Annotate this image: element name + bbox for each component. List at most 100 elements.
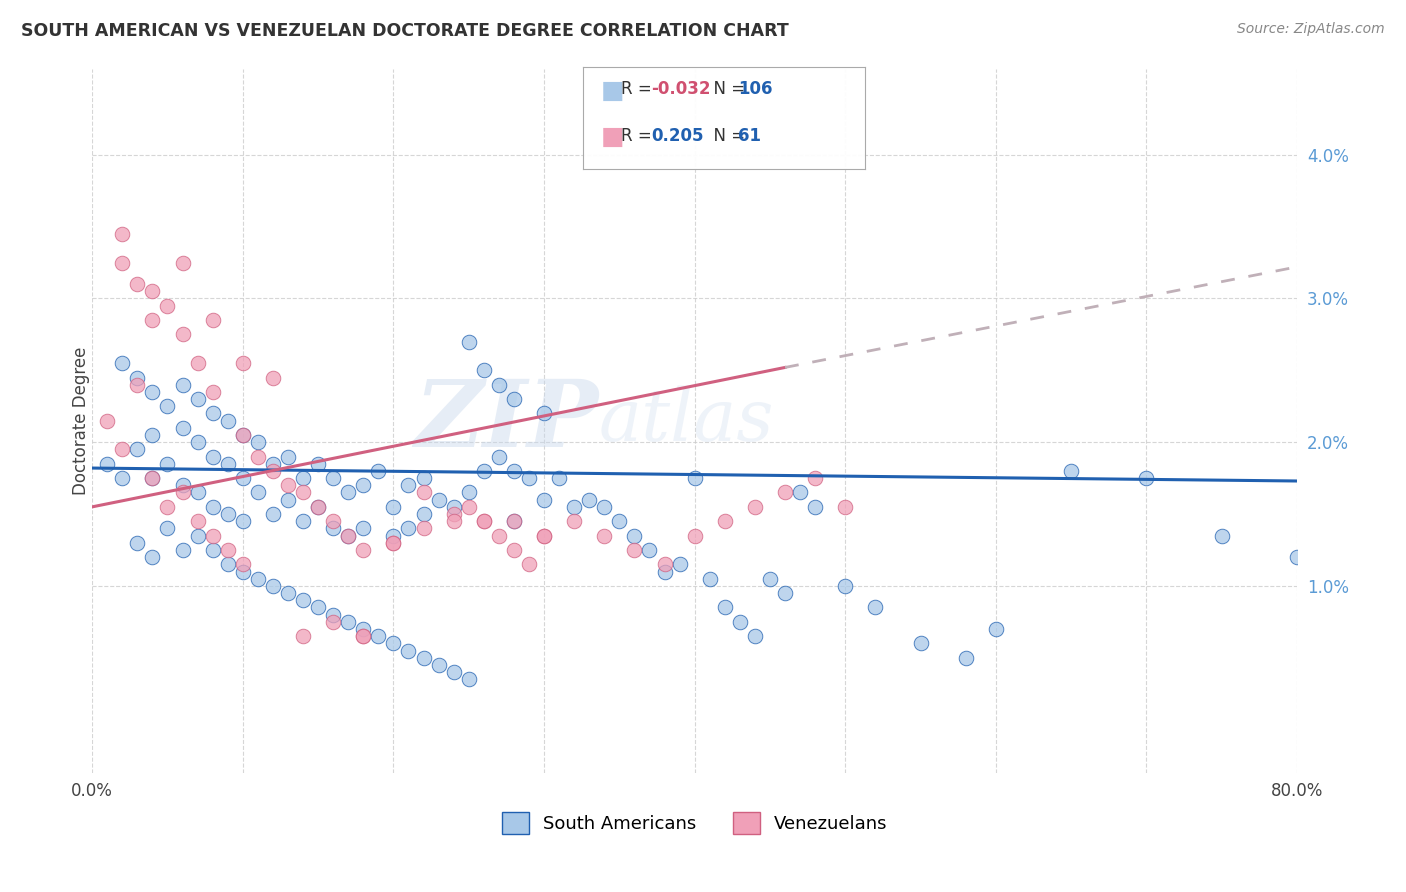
Point [277,586,299,600]
Point [127,370,149,384]
Point [187,528,209,542]
Text: atlas: atlas [598,385,773,456]
Point [232,428,254,442]
Point [232,471,254,485]
Point [307,500,329,514]
Point [201,500,224,514]
Point [533,407,555,421]
Point [141,384,163,399]
Point [96,457,118,471]
Point [111,356,134,370]
Point [1286,550,1309,565]
Point [277,492,299,507]
Text: ■: ■ [600,78,624,103]
Point [322,521,344,535]
Point [277,478,299,492]
Point [322,514,344,528]
Point [352,521,374,535]
Point [443,507,465,521]
Point [337,615,360,629]
Point [307,500,329,514]
Point [172,255,194,269]
Point [141,285,163,299]
Point [865,600,887,615]
Point [111,255,134,269]
Point [517,558,540,572]
Point [443,514,465,528]
Point [111,227,134,241]
Point [307,600,329,615]
Text: N =: N = [703,80,751,98]
Point [127,377,149,392]
Point [262,370,284,384]
Text: R =: R = [621,80,658,98]
Point [156,457,179,471]
Point [668,558,690,572]
Point [217,457,239,471]
Point [172,327,194,342]
Point [337,528,360,542]
Point [201,313,224,327]
Point [412,650,434,665]
Point [503,464,526,478]
Point [127,442,149,457]
Point [201,450,224,464]
Point [187,356,209,370]
Point [156,521,179,535]
Text: N =: N = [703,127,755,145]
Point [412,485,434,500]
Point [292,514,315,528]
Point [398,478,420,492]
Point [187,514,209,528]
Point [533,528,555,542]
Point [367,464,389,478]
Point [277,450,299,464]
Point [141,471,163,485]
Point [232,514,254,528]
Point [457,673,479,687]
Text: 106: 106 [738,80,773,98]
Point [262,457,284,471]
Point [412,471,434,485]
Point [337,528,360,542]
Point [382,536,405,550]
Point [262,507,284,521]
Point [443,500,465,514]
Text: ZIP: ZIP [413,376,598,466]
Point [699,572,721,586]
Point [217,558,239,572]
Point [457,500,479,514]
Point [457,485,479,500]
Point [337,485,360,500]
Point [352,622,374,636]
Point [262,579,284,593]
Point [156,500,179,514]
Point [187,435,209,450]
Point [654,558,676,572]
Point [412,507,434,521]
Point [488,377,510,392]
Point [201,407,224,421]
Point [262,464,284,478]
Point [578,492,600,507]
Point [217,543,239,558]
Point [713,514,735,528]
Point [172,421,194,435]
Point [623,543,645,558]
Point [562,500,585,514]
Point [141,550,163,565]
Point [141,428,163,442]
Point [412,521,434,535]
Point [834,500,856,514]
Point [398,643,420,657]
Point [382,528,405,542]
Text: R =: R = [621,127,662,145]
Point [427,492,450,507]
Point [127,536,149,550]
Point [638,543,661,558]
Point [292,593,315,607]
Point [1060,464,1083,478]
Point [955,650,977,665]
Point [533,528,555,542]
Point [201,384,224,399]
